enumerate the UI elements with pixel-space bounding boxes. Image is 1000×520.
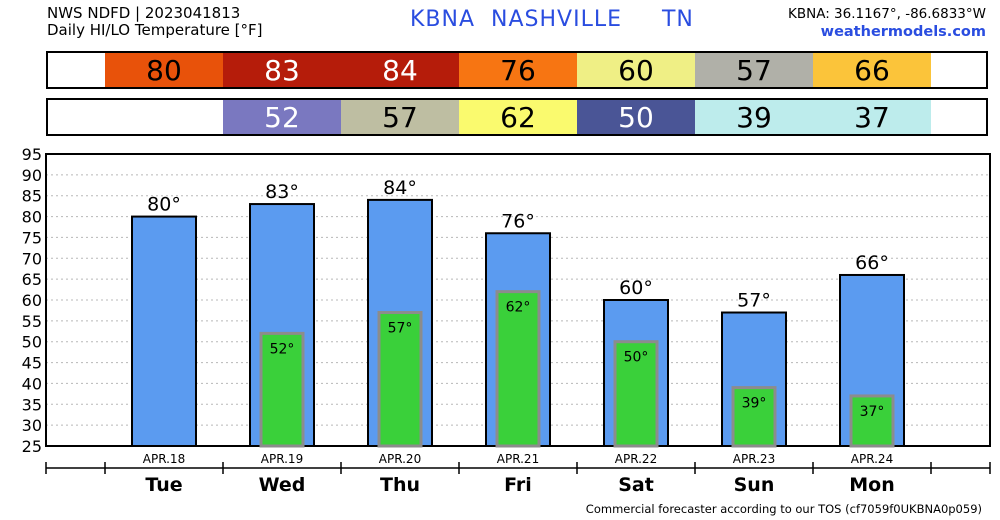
station-title: KBNA NASHVILLE TN <box>410 7 694 32</box>
y-tick-label: 30 <box>22 416 42 435</box>
y-tick-label: 50 <box>22 333 42 352</box>
y-tick-label: 60 <box>22 291 42 310</box>
hi-data-label-tue: 80° <box>147 194 181 216</box>
hi-data-label-fri: 76° <box>501 210 535 232</box>
metric-label: Daily HI/LO Temperature [°F] <box>47 21 263 39</box>
x-day-label-tue: Tue <box>145 474 182 496</box>
lo-bar-mon <box>849 394 895 448</box>
hi-data-label-sun: 57° <box>737 290 771 312</box>
lo-data-label-sat: 50° <box>624 350 649 366</box>
hi-temperature-strip: 80 83 84 76 60 57 66 <box>46 51 988 89</box>
station-code: KBNA <box>410 7 476 32</box>
lo-bar-wed <box>259 331 305 448</box>
hi-cell-thu: 84 <box>341 53 459 87</box>
lo-data-label-sun: 39° <box>742 396 767 412</box>
x-date-label-tue: APR.18 <box>143 452 185 466</box>
hi-data-label-wed: 83° <box>265 181 299 203</box>
lo-data-label-wed: 52° <box>270 341 295 357</box>
x-day-label-wed: Wed <box>259 474 306 496</box>
lo-cell-sun: 39 <box>695 100 813 134</box>
hi-cell-mon: 66 <box>813 53 931 87</box>
y-tick-label: 75 <box>22 228 42 247</box>
header-left: NWS NDFD | 2023041813 Daily HI/LO Temper… <box>47 5 263 39</box>
x-day-label-sun: Sun <box>734 474 775 496</box>
lo-cell-sat: 50 <box>577 100 695 134</box>
lo-bar-sun <box>731 386 777 448</box>
lo-cell-wed: 52 <box>223 100 341 134</box>
city-name: NASHVILLE <box>491 7 622 32</box>
lo-data-label-thu: 57° <box>388 321 413 337</box>
footer-note: Commercial forecaster according to our T… <box>585 502 982 516</box>
lo-temperature-strip: 52 57 62 50 39 37 <box>46 98 988 136</box>
y-tick-label: 85 <box>22 187 42 206</box>
y-tick-label: 80 <box>22 208 42 227</box>
hi-data-label-sat: 60° <box>619 277 653 299</box>
x-date-label-thu: APR.20 <box>379 452 421 466</box>
header-right: KBNA: 36.1167°, -86.6833°W weathermodels… <box>788 5 986 41</box>
hi-bar-tue <box>131 215 197 447</box>
lo-bar-sat <box>613 340 659 448</box>
model-run-label: NWS NDFD | 2023041813 <box>47 4 241 22</box>
hi-cell-tue: 80 <box>105 53 223 87</box>
y-tick-label: 45 <box>22 354 42 373</box>
hi-cell-fri: 76 <box>459 53 577 87</box>
lo-bar-fri <box>495 290 541 448</box>
hi-data-label-thu: 84° <box>383 177 417 199</box>
hi-cell-sun: 57 <box>695 53 813 87</box>
lo-data-label-fri: 62° <box>506 300 531 316</box>
x-date-label-sat: APR.22 <box>615 452 657 466</box>
y-tick-label: 90 <box>22 166 42 185</box>
hi-data-label-mon: 66° <box>855 252 889 274</box>
x-day-label-thu: Thu <box>380 474 420 496</box>
hi-cell-sat: 60 <box>577 53 695 87</box>
lo-cell-fri: 62 <box>459 100 577 134</box>
lo-cell-mon: 37 <box>813 100 931 134</box>
y-tick-label: 95 <box>22 145 42 164</box>
x-date-label-fri: APR.21 <box>497 452 539 466</box>
x-day-label-fri: Fri <box>504 474 532 496</box>
lo-bar-thu <box>377 311 423 448</box>
coords-label: KBNA: 36.1167°, -86.6833°W <box>787 6 986 22</box>
y-tick-label: 55 <box>22 312 42 331</box>
y-tick-label: 25 <box>22 437 42 456</box>
x-day-label-sat: Sat <box>618 474 654 496</box>
x-day-label-mon: Mon <box>849 474 895 496</box>
lo-data-label-mon: 37° <box>860 404 885 420</box>
y-tick-label: 65 <box>22 270 42 289</box>
y-tick-label: 40 <box>22 374 42 393</box>
y-tick-label: 35 <box>22 395 42 414</box>
lo-cell-thu: 57 <box>341 100 459 134</box>
hi-cell-wed: 83 <box>223 53 341 87</box>
site-link[interactable]: weathermodels.com <box>820 24 986 40</box>
x-date-label-wed: APR.19 <box>261 452 303 466</box>
y-tick-label: 70 <box>22 249 42 268</box>
x-date-label-sun: APR.23 <box>733 452 775 466</box>
x-date-label-mon: APR.24 <box>851 452 893 466</box>
state-code: TN <box>661 7 694 32</box>
